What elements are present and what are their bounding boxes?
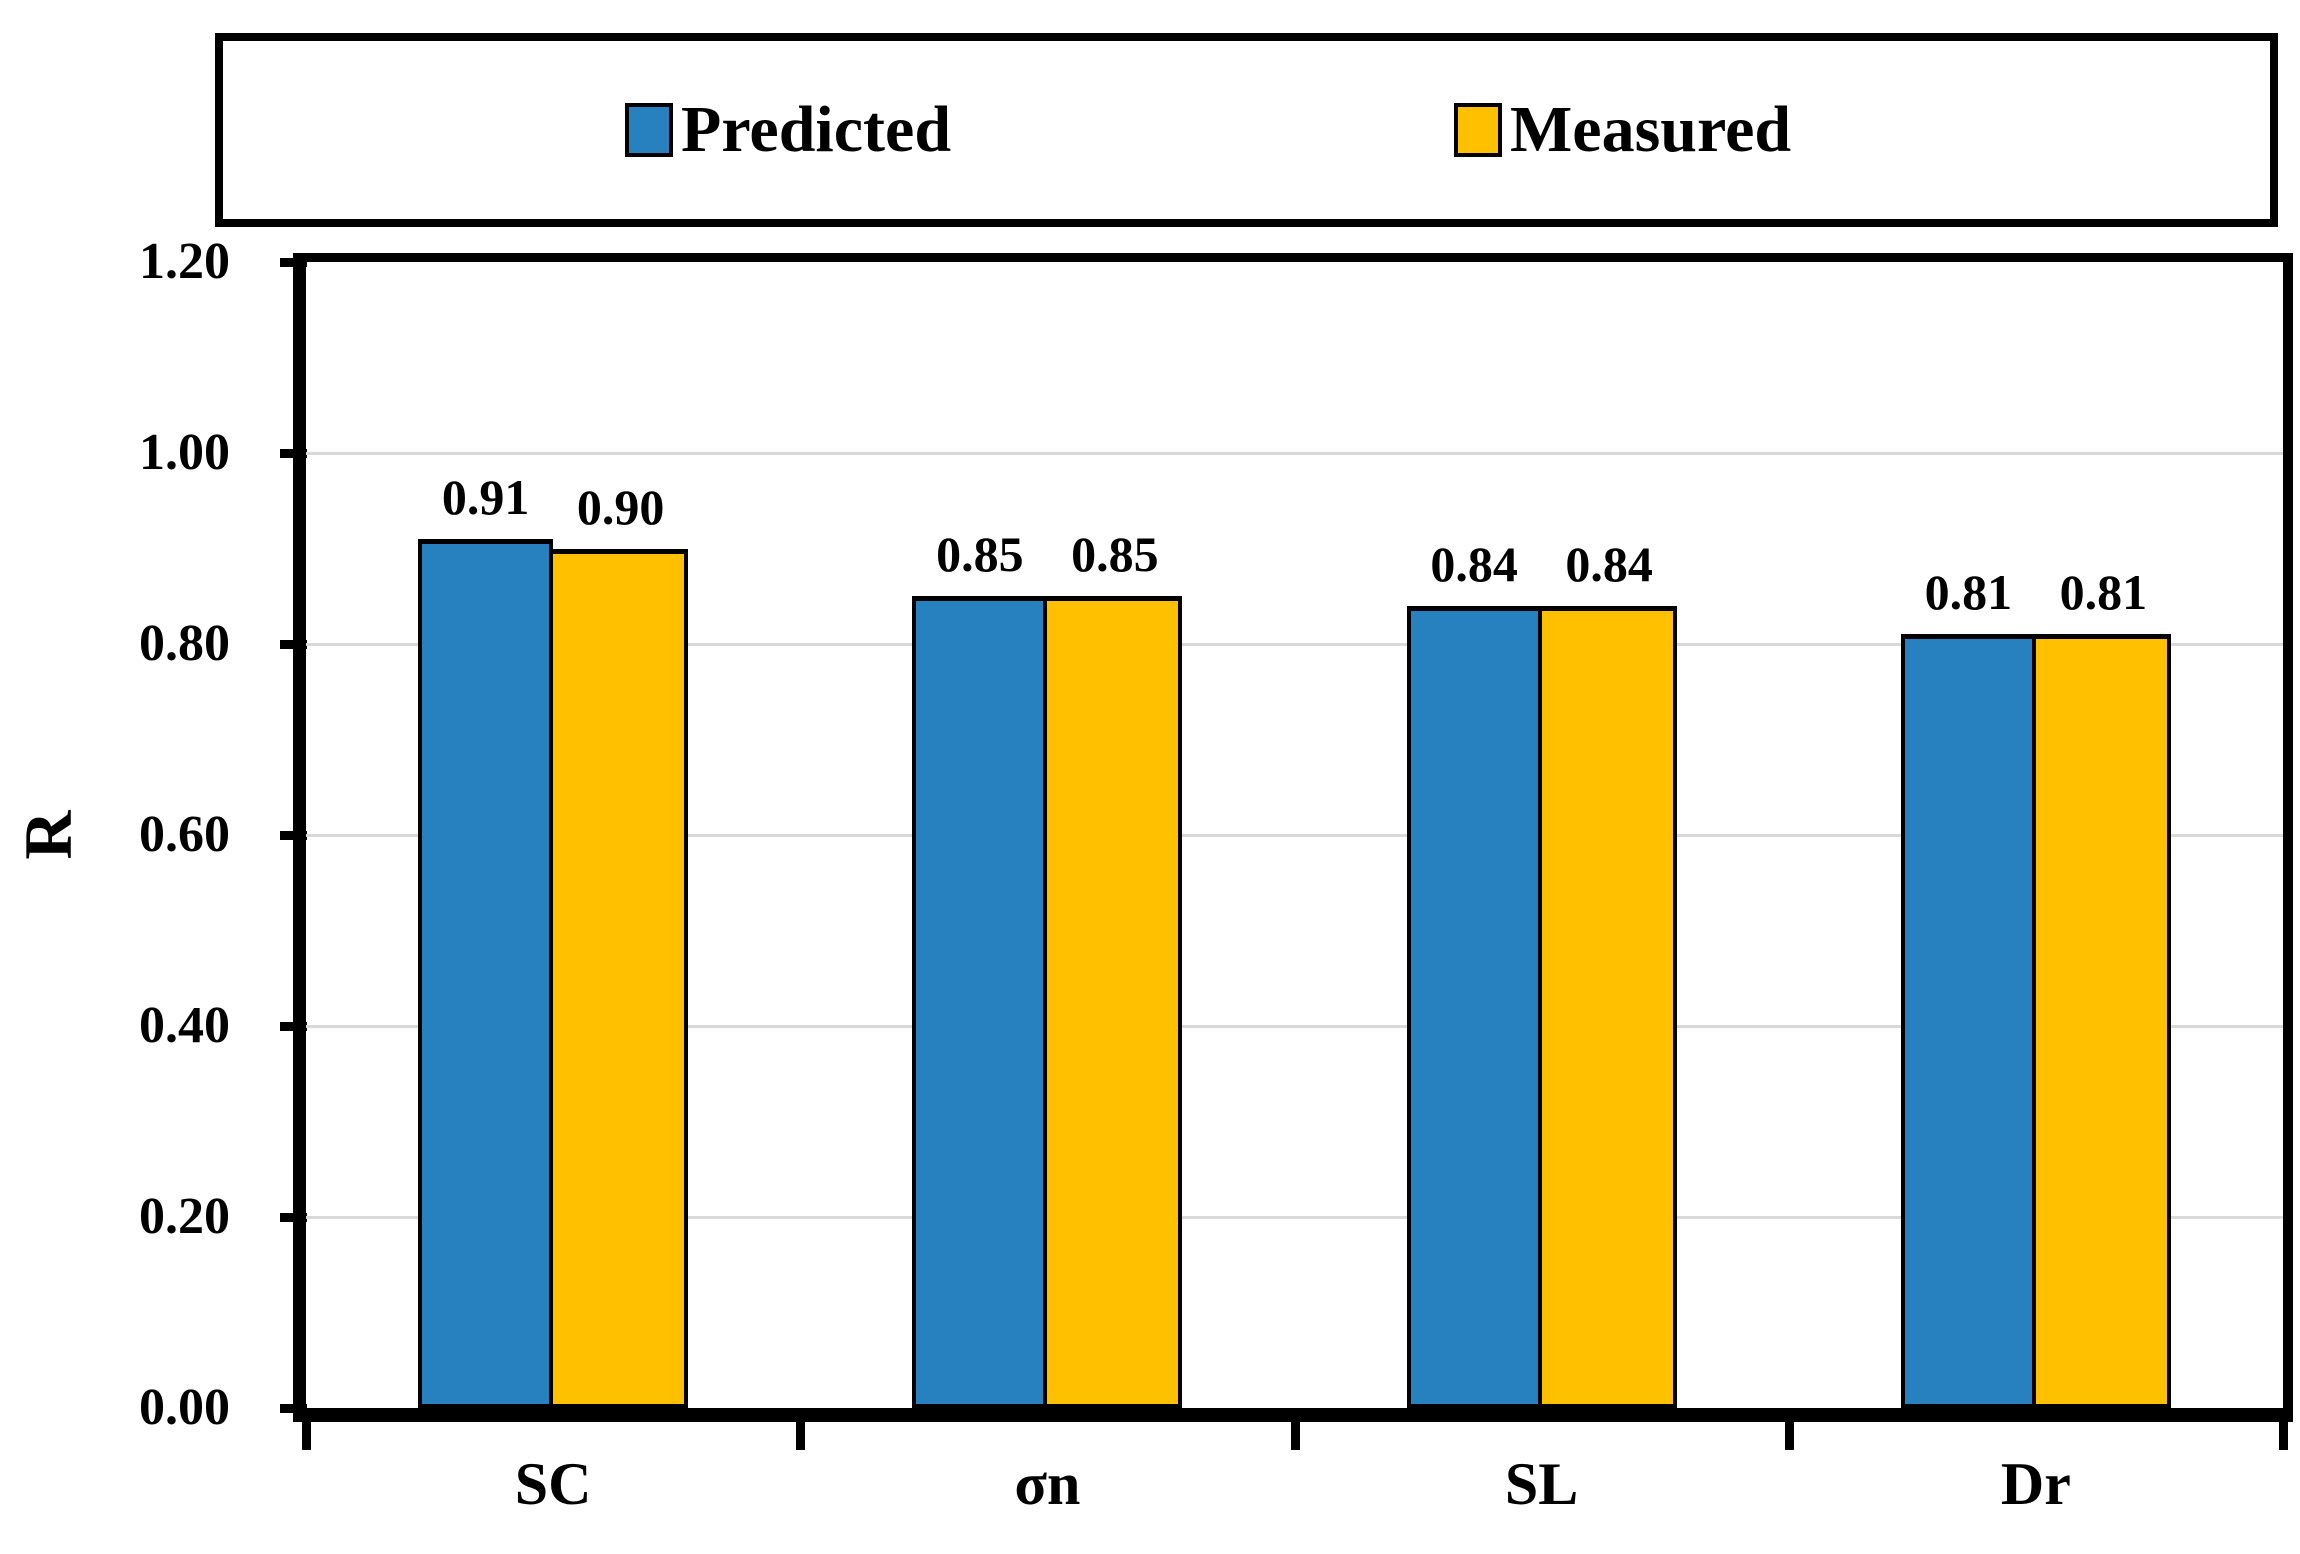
bar-value-label: 0.81 — [2059, 564, 2148, 621]
bar-predicted-dr — [1900, 634, 2036, 1408]
plot-area: 0.91 0.85 0.84 0.81 0.90 0.85 0.84 0.81 — [306, 262, 2283, 1408]
gridline — [306, 834, 2283, 837]
gridline — [306, 452, 2283, 455]
bar-value-label: 0.90 — [576, 478, 665, 535]
x-axis-tick — [302, 1422, 311, 1450]
bar-value-label: 0.85 — [936, 526, 1024, 583]
y-axis-tick-label: 1.20 — [139, 233, 230, 290]
y-axis-tick — [280, 831, 307, 840]
y-axis-tick-label: 0.20 — [139, 1188, 230, 1245]
bar-measured-sc — [549, 548, 689, 1408]
bar-value-label: 0.91 — [441, 468, 530, 525]
y-axis-tick — [280, 449, 307, 458]
y-axis-tick — [280, 1213, 307, 1222]
x-axis-tick — [2279, 1422, 2288, 1450]
bar-value-label: 0.84 — [1565, 535, 1653, 592]
bar-value-label: 0.85 — [1071, 526, 1159, 583]
bar-value-label: 0.84 — [1430, 535, 1518, 592]
bar-predicted-σn — [912, 596, 1048, 1408]
bar-value-label: 0.81 — [1924, 564, 2013, 621]
bar-predicted-sc — [418, 538, 554, 1408]
legend-label-predicted: Predicted — [681, 93, 952, 166]
gridline — [306, 1216, 2283, 1219]
bar-measured-dr — [2031, 634, 2171, 1408]
legend-swatch-measured-icon — [1454, 103, 1502, 157]
x-category-label: Dr — [2000, 1451, 2071, 1517]
gridline — [306, 643, 2283, 646]
x-axis-tick — [796, 1422, 806, 1450]
legend-swatch-predicted-icon — [625, 103, 673, 157]
y-axis-tick — [280, 640, 307, 649]
bar-measured-σn — [1043, 596, 1183, 1408]
y-axis-tick-label: 0.60 — [139, 806, 230, 863]
legend-item-predicted: Predicted — [625, 41, 951, 219]
plot-frame: 0.91 0.85 0.84 0.81 0.90 0.85 0.84 0.81 — [293, 253, 2293, 1422]
y-axis-tick — [280, 258, 307, 267]
x-axis-tick — [1290, 1422, 1300, 1450]
bar-predicted-sl — [1406, 605, 1542, 1408]
legend: Predicted Measured — [215, 33, 2278, 227]
y-axis-tick-label: 0.40 — [139, 997, 230, 1054]
y-axis-tick-label: 0.80 — [139, 615, 230, 672]
y-axis-tick-label: 1.00 — [139, 424, 230, 481]
y-axis-tick — [280, 1404, 307, 1413]
y-axis-tick — [280, 1022, 307, 1031]
y-axis-tick-label: 0.00 — [139, 1379, 230, 1436]
x-category-label: SL — [1504, 1451, 1579, 1517]
x-axis-tick — [1784, 1422, 1794, 1450]
x-category-label: σn — [1014, 1451, 1081, 1517]
bar-measured-sl — [1537, 605, 1677, 1408]
gridline — [306, 1025, 2283, 1028]
legend-item-measured: Measured — [1454, 41, 1791, 219]
x-category-label: SC — [514, 1451, 592, 1517]
legend-label-measured: Measured — [1510, 93, 1792, 166]
